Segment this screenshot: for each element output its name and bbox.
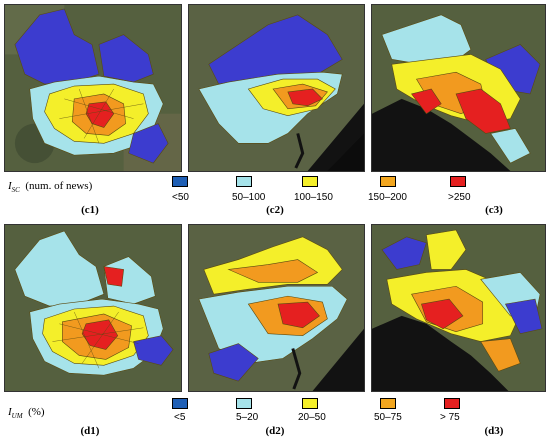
map-c3-valencia <box>371 4 546 172</box>
legend-label: 20–50 <box>298 412 326 423</box>
legend-swatch <box>302 176 318 187</box>
legend-swatch <box>172 398 188 409</box>
panel-label-d2: (d2) <box>265 425 285 437</box>
map-c1-madrid <box>4 4 182 172</box>
legend-label: 150–200 <box>368 192 407 203</box>
legend-label: 5–20 <box>236 412 259 423</box>
map-c2-barcelona <box>188 4 365 172</box>
legend-label: 100–150 <box>294 192 333 203</box>
map-d2-barcelona <box>188 224 365 392</box>
panel-label-d3: (d3) <box>484 425 504 437</box>
panel-label-c1: (c1) <box>81 204 99 216</box>
legend-label: >250 <box>448 192 471 203</box>
legend-swatch <box>236 398 252 409</box>
legend-swatch <box>450 176 466 187</box>
legend-label: <50 <box>172 192 189 203</box>
legend-swatch <box>380 398 396 409</box>
map-d3-valencia <box>371 224 546 392</box>
panel-label-c3: (c3) <box>485 204 503 216</box>
legend-label: > 75 <box>440 412 460 423</box>
legend-label: 50–100 <box>232 192 266 203</box>
legend-title-ium: IUM (%) <box>8 406 45 421</box>
map-d1-madrid <box>4 224 182 392</box>
legend-swatch <box>444 398 460 409</box>
legend-title-isc: ISC (num. of news) <box>8 180 93 195</box>
legend-swatch <box>380 176 396 187</box>
legend-swatch <box>302 398 318 409</box>
panel-label-d1: (d1) <box>80 425 100 437</box>
legend-label: <5 <box>174 412 186 423</box>
panel-label-c2: (c2) <box>266 204 284 216</box>
legend-swatch <box>172 176 188 187</box>
legend-swatch <box>236 176 252 187</box>
legend-label: 50–75 <box>374 412 402 423</box>
